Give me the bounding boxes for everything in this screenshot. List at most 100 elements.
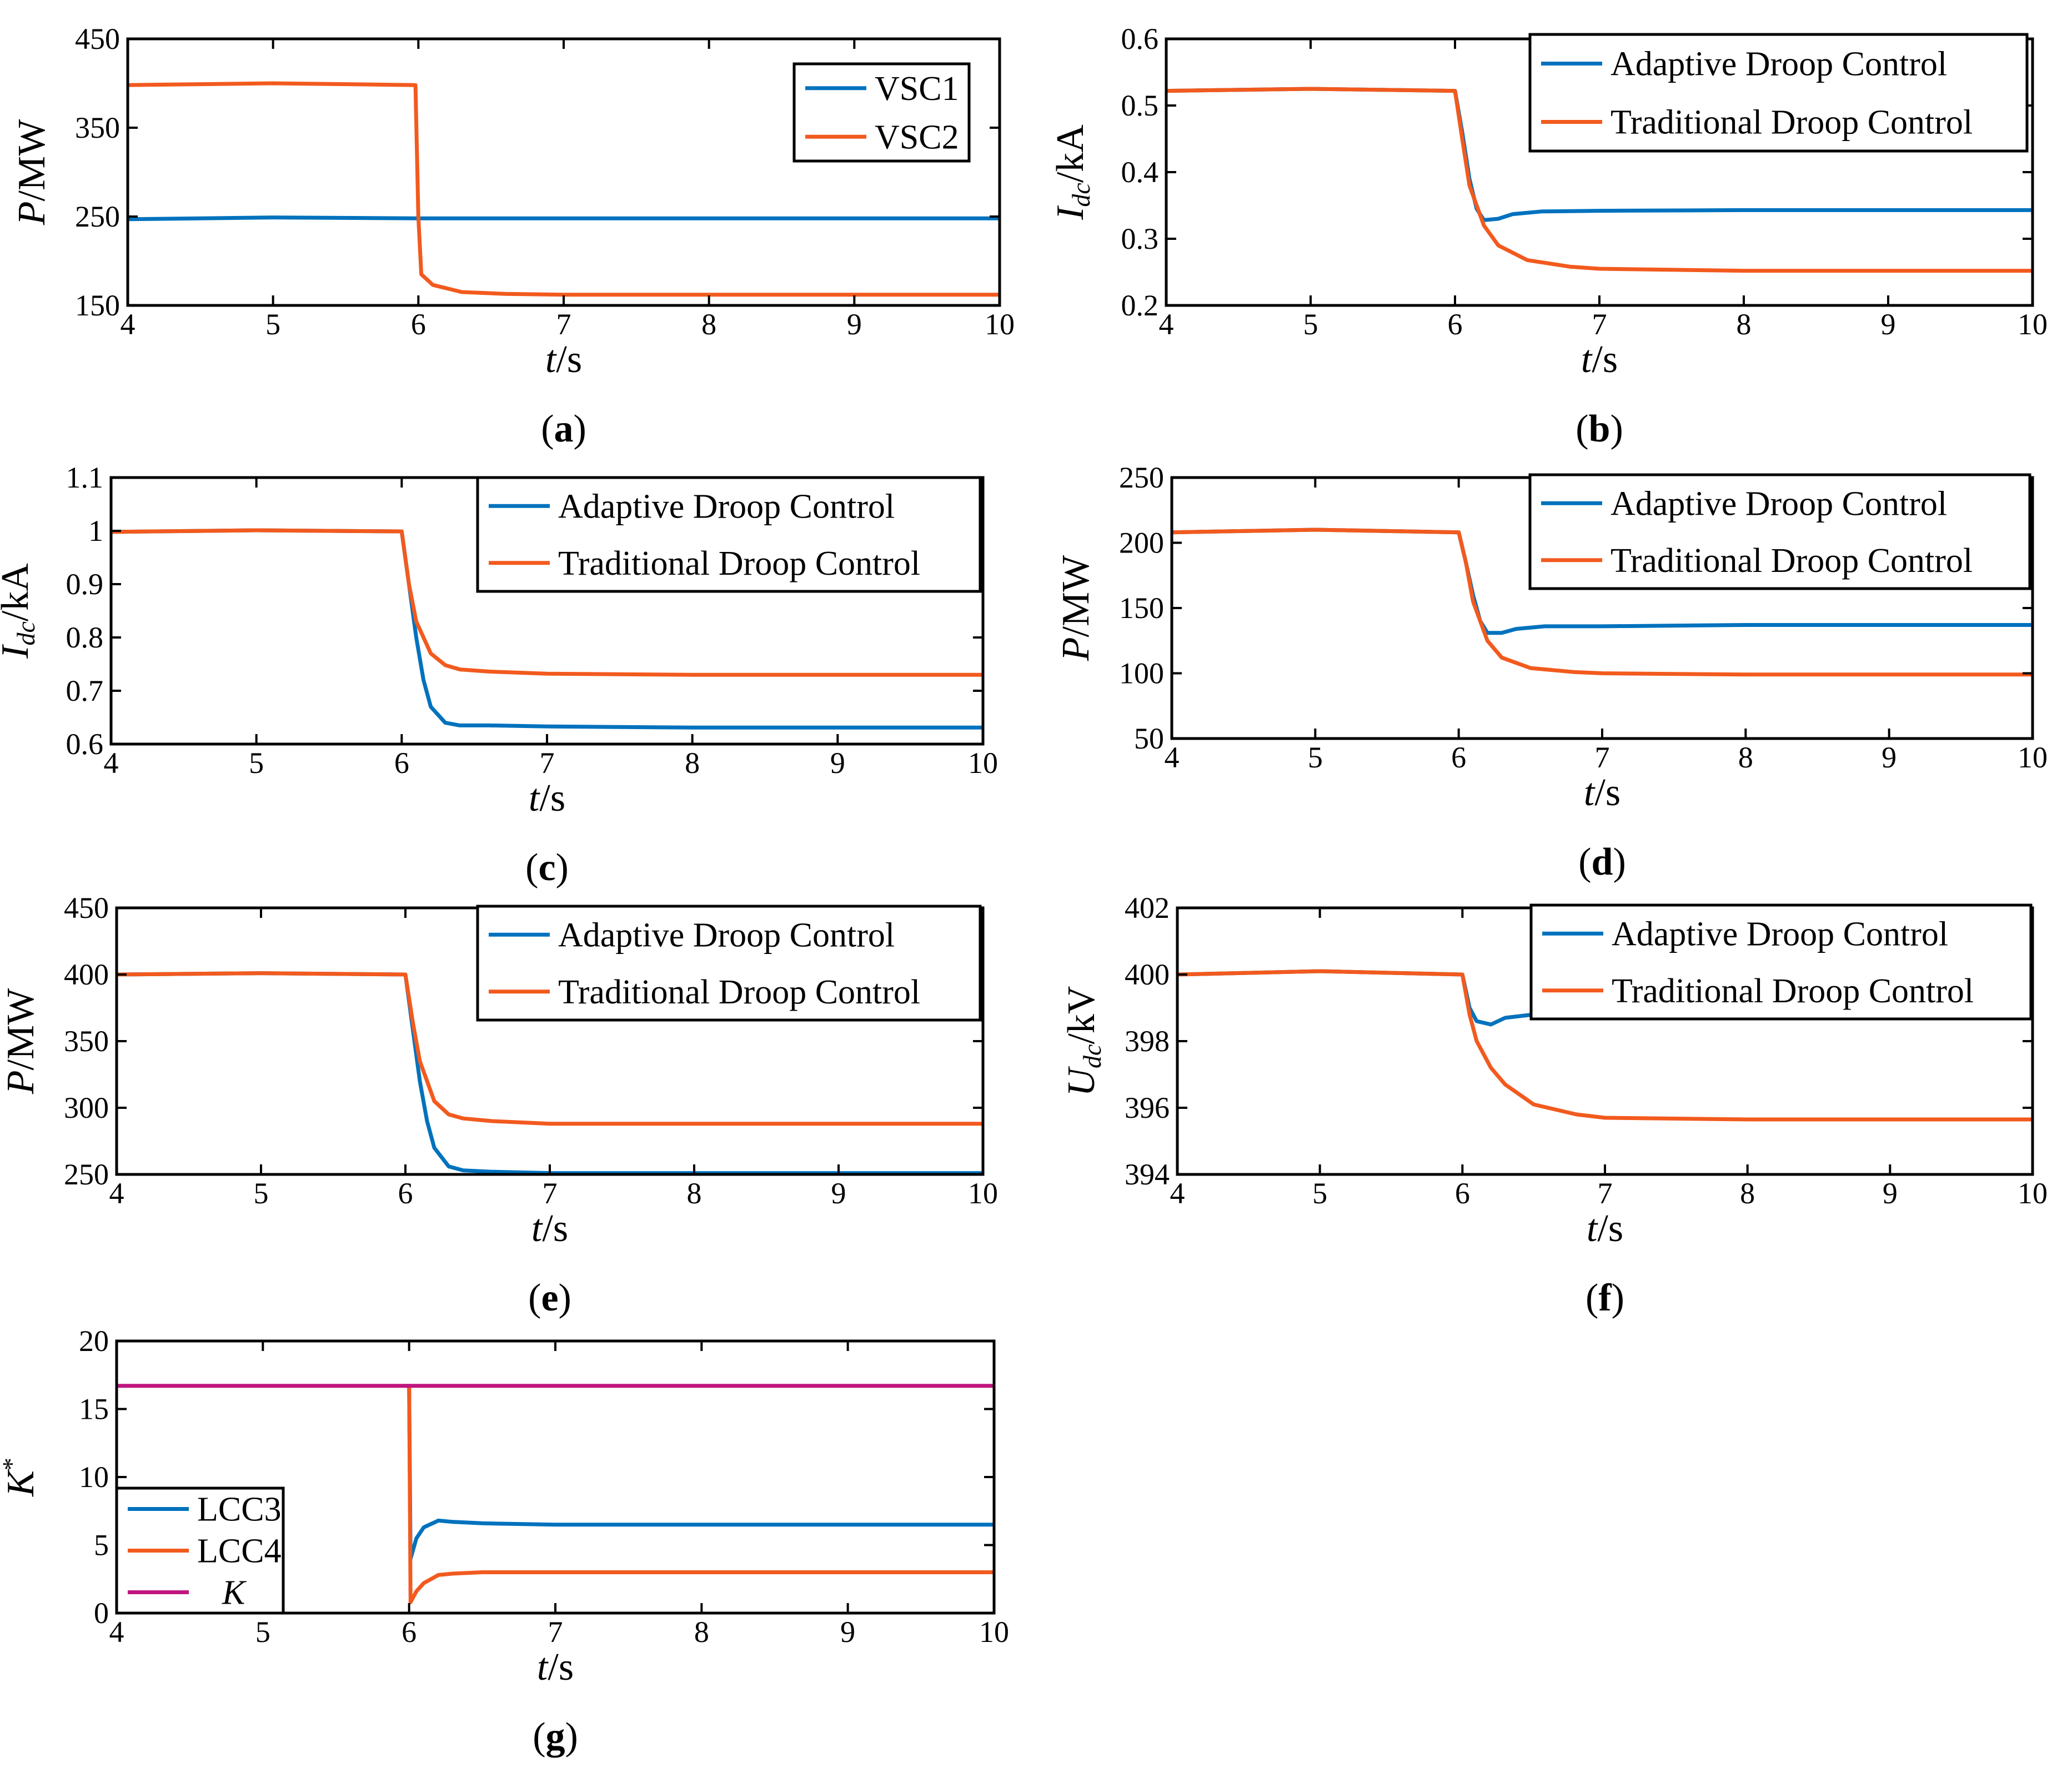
panel-c: 4 5 6 7 8 9 10 0.6 0.7 0.8 0.9 1 1.1 t/s Idc/kA Adaptiv…	[0, 461, 998, 889]
y-tick-label: 450	[75, 22, 120, 56]
x-tick-label: 5	[249, 746, 264, 780]
x-tick-label: 8	[1737, 308, 1752, 341]
y-tick-label: 350	[64, 1024, 109, 1058]
x-tick-label: 5	[255, 1615, 270, 1649]
y-tick-label: 250	[75, 200, 120, 233]
legend-box	[476, 476, 982, 593]
y-tick-label: 0.6	[66, 727, 104, 761]
legend-box	[1529, 903, 2033, 1021]
x-tick-label: 5	[265, 308, 280, 341]
x-tick-label: 6	[1448, 308, 1463, 341]
x-tick-label: 4	[1159, 308, 1174, 341]
legend-label: VSC1	[875, 70, 959, 108]
y-tick-label: 1	[88, 514, 103, 548]
series-line-traditional-droop-control	[111, 528, 983, 677]
panel-b: 4 5 6 7 8 9 10 0.2 0.3 0.4 0.5 0.6 t/s Idc/kA Adaptive…	[1049, 22, 2048, 450]
legend-label: Traditional Droop Control	[558, 973, 920, 1011]
x-axis-title: t/s	[1581, 338, 1618, 381]
x-tick-label: 6	[402, 1615, 417, 1649]
x-tick-label: 10	[2018, 1177, 2048, 1210]
y-axis-title: P/MW	[1055, 555, 1097, 662]
y-tick-label: 100	[1119, 657, 1164, 690]
y-tick-label: 0.5	[1121, 89, 1159, 122]
y-tick-label: 250	[1119, 461, 1164, 494]
x-tick-label: 4	[109, 1177, 124, 1210]
y-tick-label: 0	[94, 1596, 109, 1630]
legend-label: LCC4	[197, 1533, 282, 1570]
legend-label: VSC2	[875, 118, 959, 156]
x-tick-label: 10	[968, 1177, 998, 1210]
x-tick-label: 6	[394, 746, 409, 780]
x-tick-label: 9	[840, 1615, 855, 1649]
legend-box	[476, 905, 982, 1022]
x-tick-label: 5	[1308, 741, 1323, 774]
x-tick-label: 10	[979, 1615, 1009, 1649]
x-tick-label: 10	[985, 308, 1015, 341]
x-tick-label: 8	[1738, 741, 1753, 774]
x-tick-label: 6	[411, 308, 426, 341]
x-tick-label: 9	[1883, 1177, 1898, 1210]
x-tick-label: 7	[548, 1615, 563, 1649]
x-tick-label: 4	[1165, 741, 1180, 774]
x-tick-label: 4	[104, 746, 119, 780]
legend-label: K	[222, 1574, 247, 1612]
x-tick-label: 7	[1592, 308, 1607, 341]
x-tick-label: 8	[701, 308, 716, 341]
y-tick-label: 150	[1119, 591, 1164, 625]
x-tick-label: 10	[968, 746, 998, 780]
x-tick-label: 4	[121, 308, 136, 341]
legend-box	[1528, 473, 2031, 590]
panel-label: (a)	[541, 408, 586, 450]
y-tick-label: 400	[64, 958, 109, 991]
legend-label: Traditional Droop Control	[1612, 972, 1974, 1010]
x-tick-label: 5	[254, 1177, 269, 1210]
y-tick-label: 0.3	[1121, 222, 1159, 255]
panel-label: (c)	[525, 846, 569, 889]
y-tick-label: 15	[79, 1393, 109, 1426]
y-tick-label: 250	[64, 1158, 109, 1191]
x-tick-label: 9	[847, 308, 862, 341]
y-tick-label: 402	[1125, 891, 1170, 925]
panel-label: (b)	[1576, 408, 1623, 450]
y-tick-label: 350	[75, 111, 120, 144]
panel-label: (e)	[528, 1277, 571, 1319]
x-axis-title: t/s	[537, 1646, 574, 1689]
legend-box	[1528, 33, 2029, 153]
y-axis-title: K*	[0, 1458, 42, 1497]
x-tick-label: 9	[830, 746, 845, 780]
series-line-vsc2	[128, 81, 1000, 297]
series-line-traditional-droop-control	[117, 971, 983, 1126]
y-tick-label: 20	[79, 1324, 109, 1358]
x-axis-title: t/s	[1584, 771, 1621, 814]
x-tick-label: 6	[398, 1177, 413, 1210]
panel-e: 4 5 6 7 8 9 10 250 300 350 400 450 t/s P/MW Adaptive D…	[0, 891, 998, 1319]
legend-label: Adaptive Droop Control	[1612, 915, 1948, 953]
legend-label: LCC3	[197, 1491, 282, 1529]
series-line-traditional-droop-control	[1172, 528, 2033, 677]
y-axis-title: P/MW	[11, 119, 53, 226]
y-tick-label: 10	[79, 1460, 109, 1494]
panel-label: (g)	[533, 1715, 578, 1758]
y-tick-label: 398	[1125, 1024, 1170, 1058]
x-tick-label: 8	[694, 1615, 709, 1649]
legend-label: Adaptive Droop Control	[1611, 46, 1947, 83]
x-tick-label: 5	[1303, 308, 1318, 341]
y-tick-label: 0.2	[1121, 289, 1159, 322]
x-tick-label: 7	[1598, 1177, 1613, 1210]
x-tick-label: 8	[1740, 1177, 1755, 1210]
series-line-lcc3	[406, 1384, 994, 1561]
y-axis-title: Udc/kV	[1060, 986, 1106, 1097]
series-line-traditional-droop-control	[1166, 87, 2033, 273]
y-axis-title: Idc/kA	[1049, 124, 1095, 220]
legend-label: Traditional Droop Control	[558, 545, 920, 582]
y-tick-label: 394	[1125, 1158, 1170, 1191]
panel-label: (d)	[1578, 841, 1626, 883]
panel-d: 4 5 6 7 8 9 10 50 100 150 200 250 t/s P/MW Adaptive Dr…	[1055, 461, 2048, 883]
x-tick-label: 6	[1455, 1177, 1470, 1210]
legend-label: Traditional Droop Control	[1611, 104, 1973, 142]
y-tick-label: 0.8	[66, 621, 104, 654]
y-tick-label: 50	[1134, 722, 1164, 755]
y-axis-title: Idc/kA	[0, 563, 40, 659]
x-tick-label: 8	[687, 1177, 702, 1210]
y-axis-title: P/MW	[0, 988, 42, 1095]
